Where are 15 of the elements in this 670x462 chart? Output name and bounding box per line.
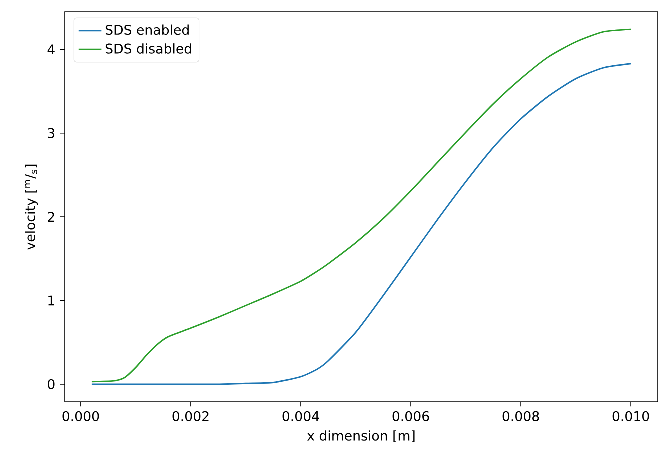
y-tick-label: 3 bbox=[48, 128, 55, 138]
x-tick-label: 0.010 bbox=[612, 411, 650, 422]
legend-label: SDS disabled bbox=[106, 44, 192, 54]
y-tick-label: 1 bbox=[48, 296, 54, 306]
y-tick-label: 0 bbox=[48, 379, 55, 390]
x-tick-label: 0.002 bbox=[172, 411, 209, 422]
y-tick-label: 2 bbox=[48, 212, 54, 222]
x-tick-label: 0.000 bbox=[62, 411, 100, 422]
x-tick-label: 0.008 bbox=[502, 411, 540, 422]
x-tick-label: 0.004 bbox=[282, 411, 320, 422]
y-axis-title: velocity [$^{m}$/$_{s}$] bbox=[25, 164, 38, 250]
y-tick-label: 4 bbox=[48, 44, 55, 55]
x-axis-title: x dimension [m] bbox=[307, 430, 415, 443]
x-tick-label: 0.006 bbox=[392, 411, 430, 422]
legend-label: SDS enabled bbox=[106, 24, 189, 36]
